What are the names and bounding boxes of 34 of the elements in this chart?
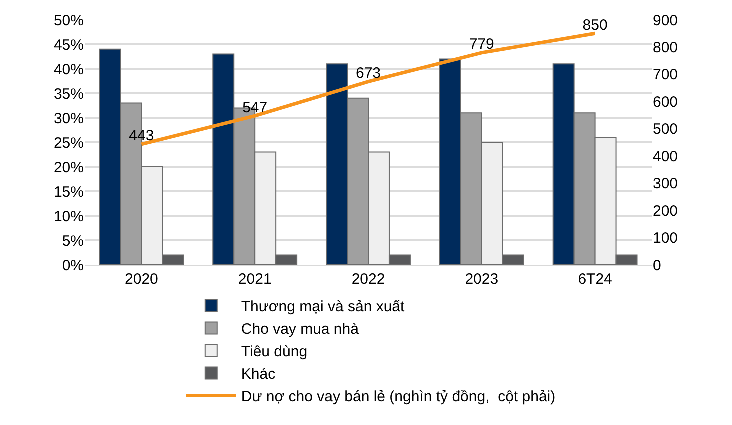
y2-tick-label: 0 [653, 257, 662, 274]
y-tick-label: 40% [54, 61, 84, 78]
y2-tick-label: 700 [653, 66, 678, 84]
y-tick-label: 0% [62, 257, 84, 274]
y-tick-label: 30% [54, 110, 84, 128]
x-tick-label: 6T24 [578, 271, 612, 288]
data-label: 673 [356, 65, 382, 82]
y-tick-label: 15% [54, 184, 84, 201]
legend-label: Khác [241, 366, 276, 384]
x-tick-label: 2021 [238, 271, 272, 288]
y-tick-label: 20% [54, 159, 84, 176]
y-tick-label: 5% [62, 232, 84, 250]
legend-label: Cho vay mua nhà [241, 321, 360, 338]
y2-tick-label: 100 [653, 230, 678, 248]
x-tick-label: 2023 [465, 271, 499, 288]
legend-label: Thương mại và sản xuất [241, 298, 406, 316]
y2-tick-label: 400 [653, 148, 678, 166]
data-label: 850 [582, 16, 608, 34]
y-tick-label: 50% [54, 12, 84, 30]
y2-tick-label: 600 [653, 94, 678, 111]
x-tick-label: 2022 [352, 271, 386, 288]
x-tick-label: 2020 [125, 271, 158, 288]
y2-tick-label: 500 [653, 121, 678, 138]
y2-tick-label: 900 [653, 12, 678, 30]
y-tick-label: 45% [54, 36, 84, 54]
legend-label: Dư nợ cho vay bán lẻ (nghìn tỷ đồng, cột phải) [241, 388, 556, 406]
y-tick-label: 35% [54, 86, 84, 103]
legend-label: Tiêu dùng [241, 344, 308, 361]
y2-tick-label: 800 [653, 39, 678, 56]
data-label: 779 [469, 36, 494, 54]
y-tick-label: 25% [54, 134, 84, 152]
y2-tick-label: 300 [653, 176, 678, 193]
y-tick-label: 10% [54, 208, 84, 226]
y2-tick-label: 200 [653, 202, 678, 220]
